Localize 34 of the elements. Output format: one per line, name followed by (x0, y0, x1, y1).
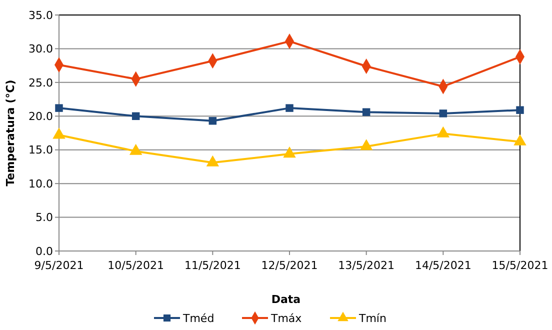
point (206, 155, 220, 166)
x-tick-label: 15/5/2021 (492, 259, 548, 272)
y-tick-label: 30.0 (28, 42, 53, 56)
x-tick-label: 14/5/2021 (414, 259, 472, 272)
point (439, 110, 448, 118)
point (360, 139, 373, 150)
point (52, 128, 66, 139)
y-tick-label: 5.0 (36, 211, 53, 224)
y-tick-label: 20.0 (28, 110, 53, 123)
point (514, 134, 526, 146)
y-tick-label: 15.0 (28, 144, 53, 157)
legend-label: Tmáx (270, 312, 302, 325)
point (436, 126, 450, 138)
point (129, 144, 142, 155)
x-tick-label: 13/5/2021 (338, 259, 395, 272)
x-tick-label: 9/5/2021 (34, 259, 84, 272)
point (132, 112, 140, 120)
point (283, 146, 296, 158)
point (286, 104, 294, 112)
y-axis-title: Temperatura (°C) (4, 80, 17, 186)
legend-label: Tmín (358, 312, 386, 325)
point (208, 116, 217, 125)
point (55, 104, 63, 112)
x-tick-label: 12/5/2021 (261, 259, 318, 272)
x-axis-title: Data (271, 293, 301, 306)
y-tick-label: 10.0 (28, 177, 53, 190)
point (362, 108, 370, 116)
legend-label: Tméd (182, 312, 214, 325)
point (516, 106, 524, 114)
x-tick-label: 10/5/2021 (108, 259, 164, 272)
y-tick-label: 25.0 (28, 76, 53, 90)
y-tick-label: 35.0 (28, 8, 53, 22)
y-tick-label: 0.0 (36, 244, 53, 258)
x-tick-label: 11/5/2021 (184, 259, 241, 272)
